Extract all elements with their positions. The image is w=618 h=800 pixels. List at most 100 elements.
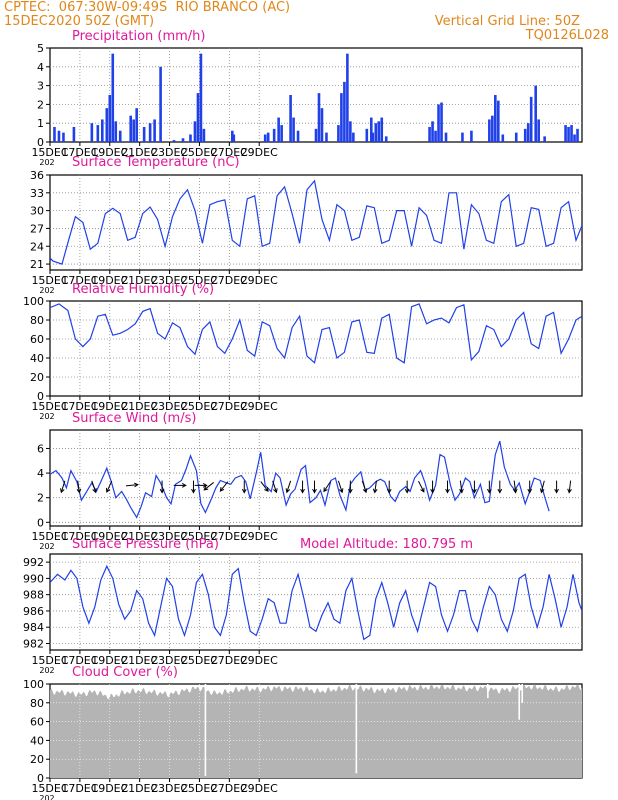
wind-arrow-head — [203, 485, 209, 491]
precip-bar — [196, 93, 200, 142]
y-tick-label: 60 — [30, 333, 44, 346]
y-tick-label: 0 — [37, 516, 44, 529]
panel-title: Surface Wind (m/s) — [72, 411, 196, 426]
x-year-stub: 202 — [39, 286, 54, 295]
precip-bar — [280, 125, 283, 142]
y-tick-label: 988 — [23, 589, 44, 602]
cloud-gap — [355, 684, 358, 774]
precip-bar — [337, 125, 340, 142]
wind-arrow-head — [386, 488, 392, 494]
precip-bar — [129, 115, 132, 142]
x-tick-label: 15DEC — [31, 654, 68, 667]
precip-bar — [325, 132, 328, 142]
precip-bar — [266, 132, 270, 142]
y-tick-label: 3 — [37, 80, 44, 93]
x-tick-label: 29DEC — [241, 400, 278, 413]
precip-bar — [272, 128, 276, 142]
x-tick-label: 27DEC — [211, 530, 248, 543]
precip-bar — [567, 126, 570, 142]
wind-arrow — [286, 480, 292, 493]
wind-arrow-head — [219, 486, 225, 492]
y-tick-label: 40 — [30, 352, 44, 365]
precip-bar — [263, 134, 267, 142]
wind-arrow — [374, 480, 377, 493]
y-tick-label: 33 — [30, 187, 44, 200]
x-tick-label: 23DEC — [151, 146, 188, 159]
precip-bar — [440, 102, 443, 142]
wind-arrow-head — [323, 487, 328, 493]
y-tick-label: 4 — [37, 61, 44, 74]
y-tick-label: 100 — [23, 295, 44, 308]
precip-bar — [501, 134, 505, 142]
wind-arrow-head — [300, 488, 305, 494]
precip-bar — [289, 95, 292, 142]
y-tick-label: 992 — [23, 556, 44, 569]
precip-bar — [57, 130, 61, 142]
panel-data — [53, 53, 579, 142]
panel-5 — [46, 683, 583, 782]
cloud-area — [50, 684, 582, 778]
x-tick-label: 19DEC — [91, 146, 128, 159]
precip-bar — [101, 119, 104, 142]
wind-arrow-head — [285, 488, 291, 494]
wind-arrow-head — [312, 488, 317, 494]
x-tick-label: 15DEC — [31, 530, 68, 543]
y-tick-label: 40 — [30, 734, 44, 747]
precip-bar — [564, 125, 567, 142]
precip-bar — [470, 130, 473, 142]
precip-bar — [494, 95, 497, 142]
x-tick-label: 21DEC — [121, 782, 158, 795]
y-tick-label: 990 — [23, 572, 44, 585]
wind-arrow-head — [430, 488, 435, 494]
precip-bar — [231, 130, 234, 142]
precip-bar — [497, 100, 500, 142]
y-tick-label: 4 — [37, 467, 44, 480]
cloud-gap — [521, 684, 524, 703]
x-tick-label: 25DEC — [181, 274, 218, 287]
precip-bar — [135, 108, 138, 142]
x-tick-label: 29DEC — [241, 530, 278, 543]
wind-arrow — [459, 480, 463, 493]
y-tick-label: 0 — [37, 136, 44, 149]
precip-bar — [90, 123, 94, 142]
precip-bar — [108, 95, 112, 142]
precip-bar — [576, 128, 579, 142]
x-tick-label: 25DEC — [181, 782, 218, 795]
precip-bar — [296, 130, 300, 142]
precip-bar — [340, 93, 343, 142]
wind-arrow — [418, 480, 425, 493]
header-grid-line-note: Vertical Grid Line: 50Z — [434, 14, 580, 29]
precip-bar — [428, 126, 431, 142]
panel-4 — [46, 553, 583, 654]
precip-bar — [172, 140, 176, 142]
wind-arrow — [77, 480, 80, 493]
x-tick-label: 29DEC — [241, 782, 278, 795]
x-tick-label: 15DEC — [31, 146, 68, 159]
precip-bar — [343, 81, 346, 142]
y-tick-label: 0 — [37, 772, 44, 785]
x-tick-label: 21DEC — [121, 400, 158, 413]
panel-title: Surface Temperature (nC) — [72, 155, 240, 170]
panel-1 — [46, 174, 583, 274]
panel-data — [50, 440, 572, 519]
precip-bar — [202, 128, 206, 142]
precip-bar — [111, 53, 115, 142]
precip-bar — [444, 132, 448, 142]
precip-bar — [314, 128, 318, 142]
precip-bar — [142, 126, 146, 142]
panel-2 — [46, 300, 583, 400]
wind-arrow — [219, 481, 229, 492]
x-tick-label: 17DEC — [61, 654, 98, 667]
precip-bar — [434, 130, 437, 142]
wind-arrow — [361, 480, 367, 493]
wind-arrow-head — [420, 487, 425, 493]
precip-bar — [62, 132, 65, 142]
series-line — [50, 440, 550, 519]
precip-bar — [132, 119, 135, 142]
x-tick-label: 27DEC — [211, 654, 248, 667]
precip-bar — [380, 117, 384, 142]
x-tick-label: 19DEC — [91, 782, 128, 795]
y-tick-label: 2 — [37, 492, 44, 505]
wind-arrow — [106, 480, 113, 493]
precip-bar — [384, 136, 388, 142]
